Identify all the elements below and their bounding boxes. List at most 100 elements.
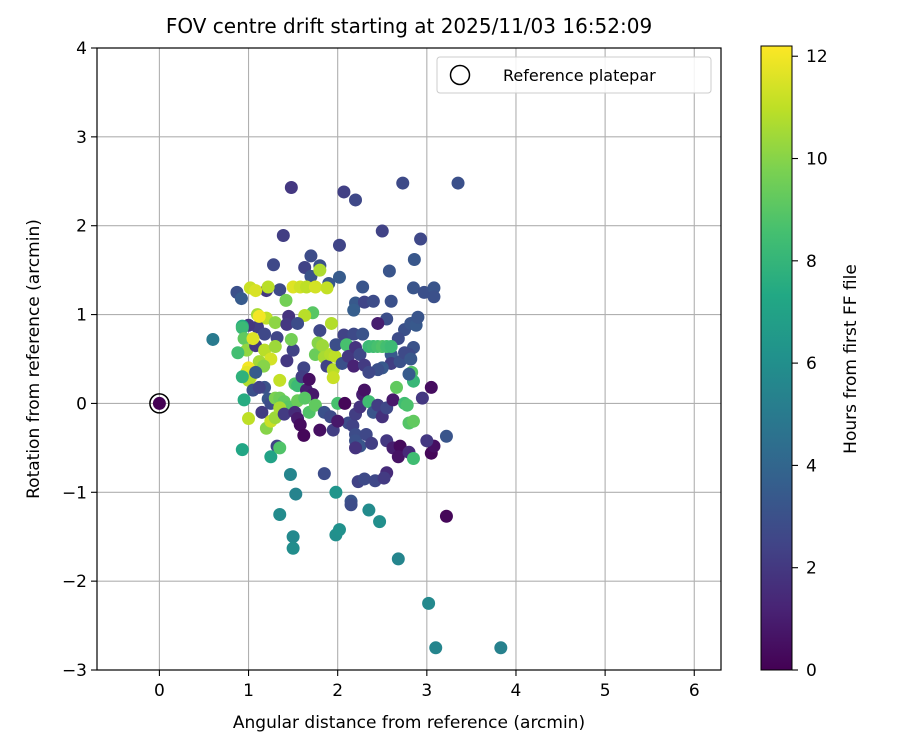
data-point bbox=[424, 380, 438, 394]
data-point bbox=[280, 354, 294, 368]
plot-frame bbox=[96, 47, 722, 671]
data-point bbox=[273, 283, 287, 297]
data-point bbox=[297, 428, 311, 442]
reference-platepar-marker bbox=[149, 393, 170, 414]
data-point bbox=[255, 405, 269, 419]
data-point bbox=[373, 515, 387, 529]
data-point bbox=[439, 509, 453, 523]
data-point bbox=[252, 380, 266, 394]
data-point bbox=[338, 396, 352, 410]
data-point bbox=[439, 429, 453, 443]
data-point bbox=[417, 285, 431, 299]
y-axis-ticks: −3 −2 −1 0 1 2 3 4 bbox=[62, 39, 97, 681]
data-point bbox=[400, 398, 414, 412]
data-point bbox=[313, 263, 327, 277]
data-point bbox=[308, 398, 322, 412]
data-point bbox=[347, 327, 361, 341]
data-point bbox=[308, 280, 322, 294]
data-point bbox=[231, 346, 245, 360]
data-point bbox=[332, 238, 346, 252]
data-point bbox=[326, 371, 340, 385]
data-point bbox=[249, 284, 263, 298]
data-point bbox=[357, 472, 371, 486]
data-point bbox=[261, 280, 275, 294]
colorbar-tick-label: 0 bbox=[806, 661, 817, 681]
data-point bbox=[206, 332, 220, 346]
data-point bbox=[273, 508, 287, 521]
data-point bbox=[402, 367, 416, 381]
data-point bbox=[414, 232, 428, 246]
y-tick-label: 4 bbox=[76, 39, 87, 59]
data-point bbox=[317, 467, 331, 481]
data-point bbox=[329, 485, 343, 499]
data-point bbox=[280, 317, 294, 331]
data-point bbox=[494, 641, 508, 655]
data-point bbox=[252, 309, 266, 323]
data-point bbox=[329, 338, 343, 352]
data-point bbox=[427, 281, 441, 295]
data-point bbox=[357, 383, 371, 397]
data-point bbox=[332, 523, 346, 537]
data-point bbox=[246, 332, 260, 346]
data-point bbox=[286, 541, 300, 555]
data-point bbox=[235, 321, 249, 335]
x-tick-label: 3 bbox=[421, 681, 432, 701]
data-point bbox=[299, 280, 313, 294]
colorbar-label: Hours from first FF file bbox=[841, 264, 861, 454]
y-tick-label: 2 bbox=[76, 217, 87, 237]
data-point bbox=[390, 380, 404, 394]
data-point bbox=[356, 280, 370, 294]
data-point bbox=[451, 176, 465, 190]
data-point bbox=[249, 365, 263, 379]
colorbar-tick-label: 6 bbox=[806, 354, 817, 374]
data-point bbox=[384, 340, 398, 354]
data-point bbox=[332, 270, 346, 284]
x-axis-label: Angular distance from reference (arcmin) bbox=[233, 713, 585, 733]
x-axis-ticks: 0 1 2 3 4 5 6 bbox=[154, 670, 700, 701]
data-point bbox=[406, 452, 420, 466]
data-point bbox=[293, 418, 307, 432]
colorbar-tick-label: 12 bbox=[806, 47, 828, 67]
data-point bbox=[337, 185, 351, 199]
data-point bbox=[407, 252, 421, 266]
data-point bbox=[298, 391, 312, 405]
colorbar-tick-label: 2 bbox=[806, 559, 817, 579]
x-tick-label: 6 bbox=[689, 681, 700, 701]
data-point bbox=[362, 365, 376, 379]
data-point bbox=[371, 316, 385, 330]
legend: Reference platepar bbox=[436, 56, 712, 94]
data-point bbox=[422, 596, 436, 610]
data-point bbox=[320, 281, 334, 295]
data-point bbox=[279, 293, 293, 307]
x-tick-label: 1 bbox=[243, 681, 254, 701]
data-point bbox=[375, 224, 389, 238]
data-point bbox=[277, 407, 291, 421]
data-point bbox=[267, 258, 281, 272]
legend-box bbox=[436, 56, 712, 94]
data-point bbox=[291, 316, 305, 330]
data-point bbox=[235, 370, 249, 384]
data-point bbox=[406, 414, 420, 428]
data-point bbox=[152, 396, 166, 410]
data-point bbox=[377, 471, 391, 485]
data-point bbox=[331, 414, 345, 428]
data-point bbox=[362, 503, 376, 517]
data-point bbox=[268, 316, 282, 330]
colorbar: 0 2 4 6 8 10 12 Hours from first FF file bbox=[760, 45, 861, 681]
data-point bbox=[264, 450, 278, 464]
data-point bbox=[344, 498, 358, 512]
data-point bbox=[366, 294, 380, 308]
legend-label: Reference platepar bbox=[503, 66, 656, 85]
data-point bbox=[284, 332, 298, 346]
data-point bbox=[258, 327, 272, 341]
data-point bbox=[404, 352, 418, 366]
data-point bbox=[341, 349, 355, 363]
data-point bbox=[316, 339, 330, 353]
data-point bbox=[365, 436, 379, 450]
chart-title: FOV centre drift starting at 2025/11/03 … bbox=[166, 14, 652, 38]
x-tick-label: 0 bbox=[154, 681, 165, 701]
data-point bbox=[237, 393, 251, 407]
data-point bbox=[415, 391, 429, 405]
x-tick-label: 5 bbox=[600, 681, 611, 701]
y-tick-label: −1 bbox=[62, 483, 87, 503]
